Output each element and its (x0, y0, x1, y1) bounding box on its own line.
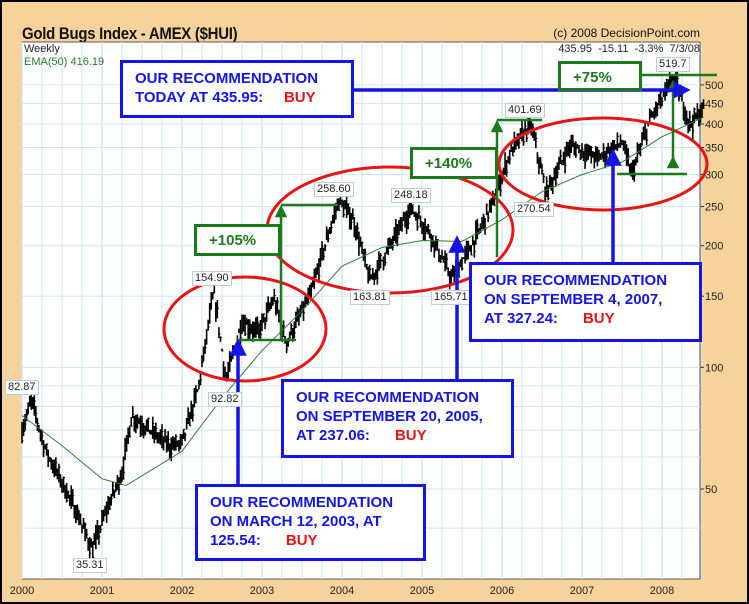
x-tick-label: 2007 (570, 585, 594, 597)
annotation-label: 270.54 (514, 202, 554, 217)
annotation-label: 163.81 (350, 290, 390, 305)
callout-sep-2005: OUR RECOMMENDATION ON SEPTEMBER 20, 2005… (281, 379, 514, 458)
x-tick-label: 2000 (10, 585, 34, 597)
ema-line (21, 116, 704, 486)
y-tick-label: 100 (705, 362, 723, 374)
x-tick-label: 2001 (90, 585, 114, 597)
x-tick-label: 2008 (650, 585, 674, 597)
annotation-label: 82.87 (5, 380, 39, 395)
callout-sep-2007: OUR RECOMMENDATION ON SEPTEMBER 4, 2007,… (469, 262, 702, 342)
highlight-ellipse (162, 275, 328, 383)
gain-box-75: +75% (558, 61, 642, 91)
x-tick-label: 2004 (330, 585, 354, 597)
annotation-label: 401.69 (505, 103, 545, 118)
period-label: Weekly (24, 43, 60, 55)
annotation-label: 92.82 (208, 392, 242, 407)
y-tick-label: 50 (705, 484, 717, 496)
annotation-label: 35.31 (73, 558, 107, 573)
callout-today: OUR RECOMMENDATION TODAY AT 435.95: BUY (120, 60, 354, 118)
annotation-label: 165.71 (431, 290, 471, 305)
x-tick-label: 2002 (170, 585, 194, 597)
annotation-label: 248.18 (391, 188, 431, 203)
price-bars (21, 71, 706, 560)
y-tick-label: 300 (705, 170, 723, 182)
annotation-label: 258.60 (314, 182, 354, 197)
y-tick-label: 150 (705, 291, 723, 303)
y-tick-label: 500 (705, 80, 723, 92)
gain-box-140: +140% (410, 147, 498, 179)
annotation-label: 519.7 (656, 57, 690, 72)
callout-mar-2003: OUR RECOMMENDATION ON MARCH 12, 2003, AT… (195, 484, 426, 561)
copyright: (c) 2008 DecisionPoint.com (553, 26, 700, 40)
annotation-label: 154.90 (192, 271, 232, 286)
chart-title: Gold Bugs Index - AMEX ($HUI) (22, 24, 238, 43)
quote-readout: 435.95 -15.11 -3.3% 7/3/08 (558, 43, 700, 55)
gain-box-105: +105% (194, 224, 281, 256)
y-tick-label: 250 (705, 202, 723, 214)
x-tick-label: 2003 (250, 585, 274, 597)
y-tick-label: 450 (705, 98, 723, 110)
highlight-ellipse (497, 116, 709, 212)
ema-label: EMA(50) 416.19 (24, 56, 105, 68)
x-tick-label: 2006 (490, 585, 514, 597)
y-tick-label: 200 (705, 241, 723, 253)
y-tick-label: 400 (705, 119, 723, 131)
x-tick-label: 2005 (410, 585, 434, 597)
y-tick-label: 350 (705, 142, 723, 154)
